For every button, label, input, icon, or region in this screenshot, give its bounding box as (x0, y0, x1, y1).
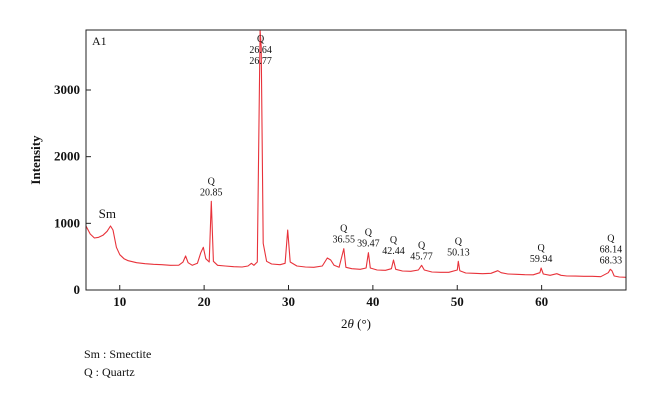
peak-label: Q (418, 240, 426, 251)
peak-label: Q (390, 235, 398, 246)
x-tick-label: 50 (451, 294, 464, 309)
x-tick-label: 60 (535, 294, 548, 309)
peak-label: Q (257, 34, 265, 45)
y-tick-label: 1000 (54, 215, 80, 230)
y-axis-label: Intensity (28, 135, 43, 185)
panel-label: A1 (92, 34, 107, 48)
peak-label: 68.33 (600, 255, 623, 266)
y-tick-label: 0 (74, 282, 81, 297)
peak-label: Q (538, 243, 546, 254)
legend-note-quartz: Q : Quartz (84, 365, 135, 379)
peak-label: Q (340, 224, 348, 235)
peak-label: 20.85 (200, 187, 223, 198)
y-tick-label: 3000 (54, 82, 80, 97)
peak-label: Q (208, 176, 216, 187)
x-tick-label: 20 (198, 294, 211, 309)
peak-label: Q (365, 228, 373, 239)
plot-frame (85, 29, 627, 291)
peak-label: 59.94 (530, 254, 553, 265)
peak-label: 36.55 (333, 235, 356, 246)
x-tick-label: 30 (282, 294, 295, 309)
x-axis-label: 2θ (°) (341, 316, 371, 331)
peak-label: 26.77 (249, 56, 272, 67)
y-tick-label: 2000 (54, 149, 80, 164)
x-tick-label: 10 (113, 294, 126, 309)
peak-label: 68.14 (600, 244, 623, 255)
peak-label: 39.47 (357, 239, 380, 250)
peak-label: Q (455, 236, 463, 247)
peak-label: Q (607, 233, 615, 244)
peak-label: 42.44 (382, 246, 405, 257)
peak-label: 50.13 (447, 247, 470, 258)
data-line (85, 30, 627, 278)
peak-label: 26.64 (249, 45, 272, 56)
x-tick-label: 40 (366, 294, 379, 309)
peak-label-sm: Sm (99, 206, 116, 221)
legend-note-smectite: Sm : Smectite (84, 347, 152, 361)
peak-label: 45.77 (410, 251, 433, 262)
